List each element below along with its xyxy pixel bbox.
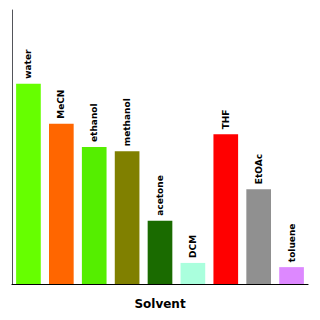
svg-text:DCM: DCM [188,235,198,258]
svg-text:water: water [23,49,33,79]
svg-text:THF: THF [221,110,231,130]
svg-text:EtOAc: EtOAc [254,154,264,184]
svg-text:toluene: toluene [287,224,297,263]
svg-text:methanol: methanol [122,98,132,146]
svg-text:Solvent: Solvent [134,297,186,311]
svg-text:MeCN: MeCN [56,90,66,119]
svg-text:ethanol: ethanol [89,103,99,142]
svg-text:acetone: acetone [155,175,165,216]
